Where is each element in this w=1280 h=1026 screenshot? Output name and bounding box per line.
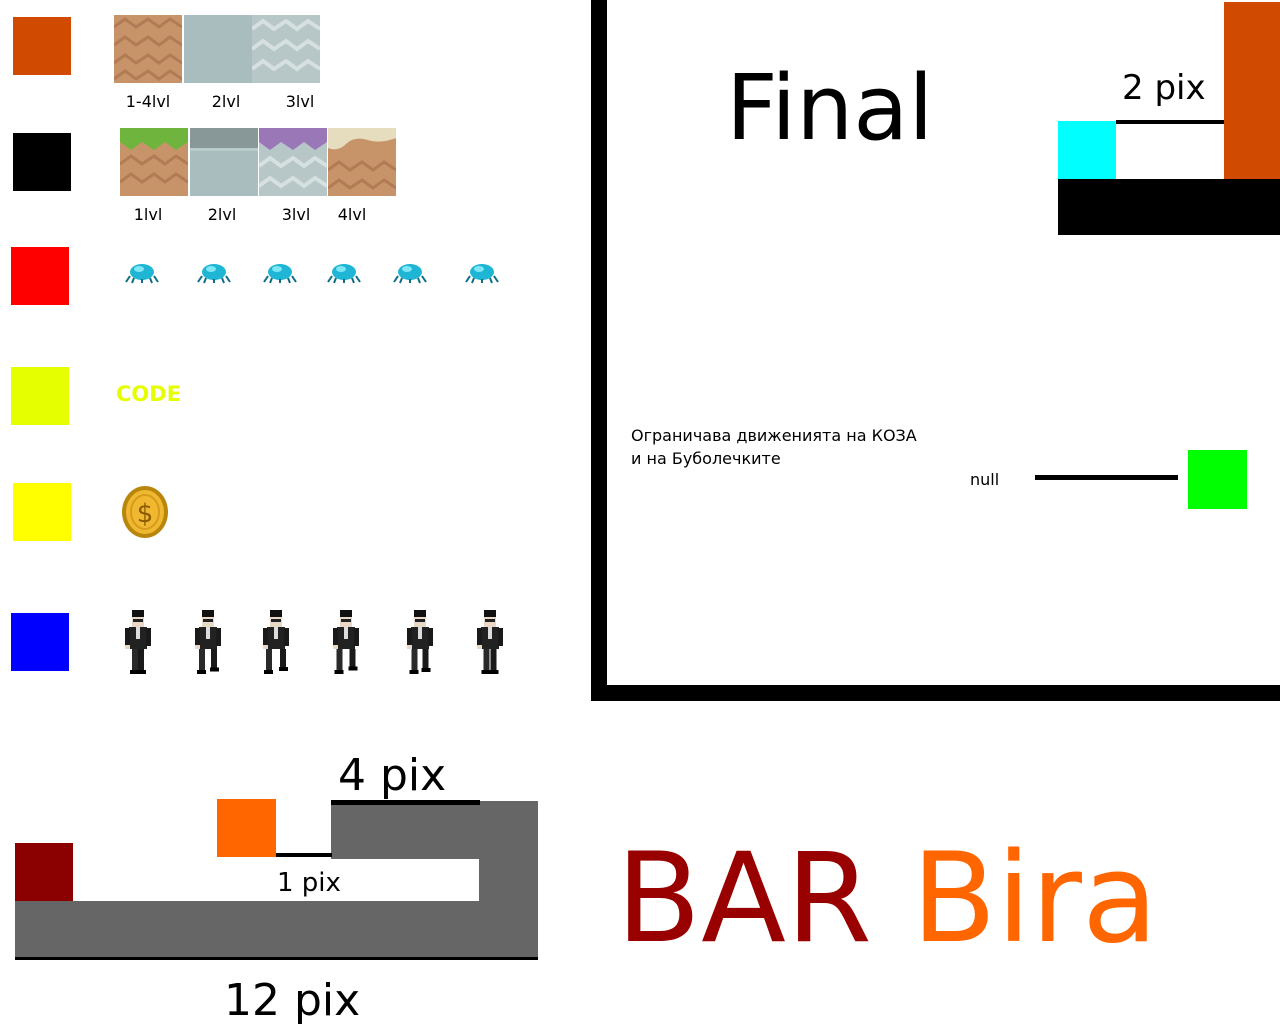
base-line-12pix xyxy=(15,957,538,960)
swatch-player xyxy=(11,613,69,671)
title-word-bira: Bira xyxy=(911,827,1158,971)
agent-icon xyxy=(330,608,362,680)
mid-line-1pix xyxy=(276,853,332,857)
final-orange-block xyxy=(1224,2,1280,179)
final-panel xyxy=(591,0,1280,701)
tile-dirt xyxy=(114,15,182,83)
gray-right-pillar xyxy=(479,801,538,958)
tile-stone xyxy=(184,15,252,83)
agent-icon xyxy=(474,608,506,680)
code-label: CODE xyxy=(116,382,182,406)
bar-bira-title: BAR Bira xyxy=(616,828,1158,971)
final-cyan-block xyxy=(1058,121,1116,179)
label-4lvl: 4lvl xyxy=(337,205,367,224)
dark-red-block xyxy=(15,843,73,901)
gap-line-2pix xyxy=(1116,120,1224,124)
null-label: null xyxy=(970,470,1000,489)
agent-icon xyxy=(260,608,292,680)
tile-sand xyxy=(328,128,396,196)
bug-icon xyxy=(262,262,298,288)
label-12pix: 12 pix xyxy=(224,975,361,1026)
null-line xyxy=(1035,475,1178,480)
tile-stone-top xyxy=(190,128,258,196)
tile-ice-purple xyxy=(259,128,327,196)
label-1-4lvl: 1-4lvl xyxy=(125,92,171,111)
gray-base xyxy=(15,901,538,958)
tile-grass xyxy=(120,128,188,196)
green-block xyxy=(1188,450,1247,509)
gap-label-2pix: 2 pix xyxy=(1122,68,1206,108)
bug-icon xyxy=(196,262,232,288)
agent-icon xyxy=(192,608,224,680)
label-2lvl-b: 2lvl xyxy=(207,205,237,224)
swatch-code xyxy=(11,367,69,425)
label-2lvl: 2lvl xyxy=(211,92,241,111)
bug-icon xyxy=(326,262,362,288)
agent-icon xyxy=(404,608,436,680)
bug-icon xyxy=(392,262,428,288)
swatch-red xyxy=(11,247,69,305)
tile-ice xyxy=(252,15,320,83)
swatch-orange xyxy=(13,17,71,75)
label-1lvl: 1lvl xyxy=(133,205,163,224)
label-3lvl-b: 3lvl xyxy=(281,205,311,224)
top-line-4pix xyxy=(331,800,480,805)
final-title: Final xyxy=(726,56,934,161)
bug-icon xyxy=(464,262,500,288)
agent-icon xyxy=(122,608,154,680)
label-3lvl: 3lvl xyxy=(285,92,315,111)
label-4pix: 4 pix xyxy=(338,750,447,801)
note-line-1: Ограничава движенията на КОЗА xyxy=(631,426,917,445)
title-word-bar: BAR xyxy=(616,827,873,971)
label-1pix: 1 pix xyxy=(277,868,341,898)
svg-text:$: $ xyxy=(137,499,154,529)
orange-block xyxy=(217,799,276,857)
swatch-coin xyxy=(13,483,71,541)
coin-icon: $ xyxy=(121,485,169,543)
final-panel-inner xyxy=(607,0,1280,685)
note-line-2: и на Буболечките xyxy=(631,449,781,468)
swatch-black xyxy=(13,133,71,191)
final-black-floor xyxy=(1058,179,1280,235)
bug-icon xyxy=(124,262,160,288)
